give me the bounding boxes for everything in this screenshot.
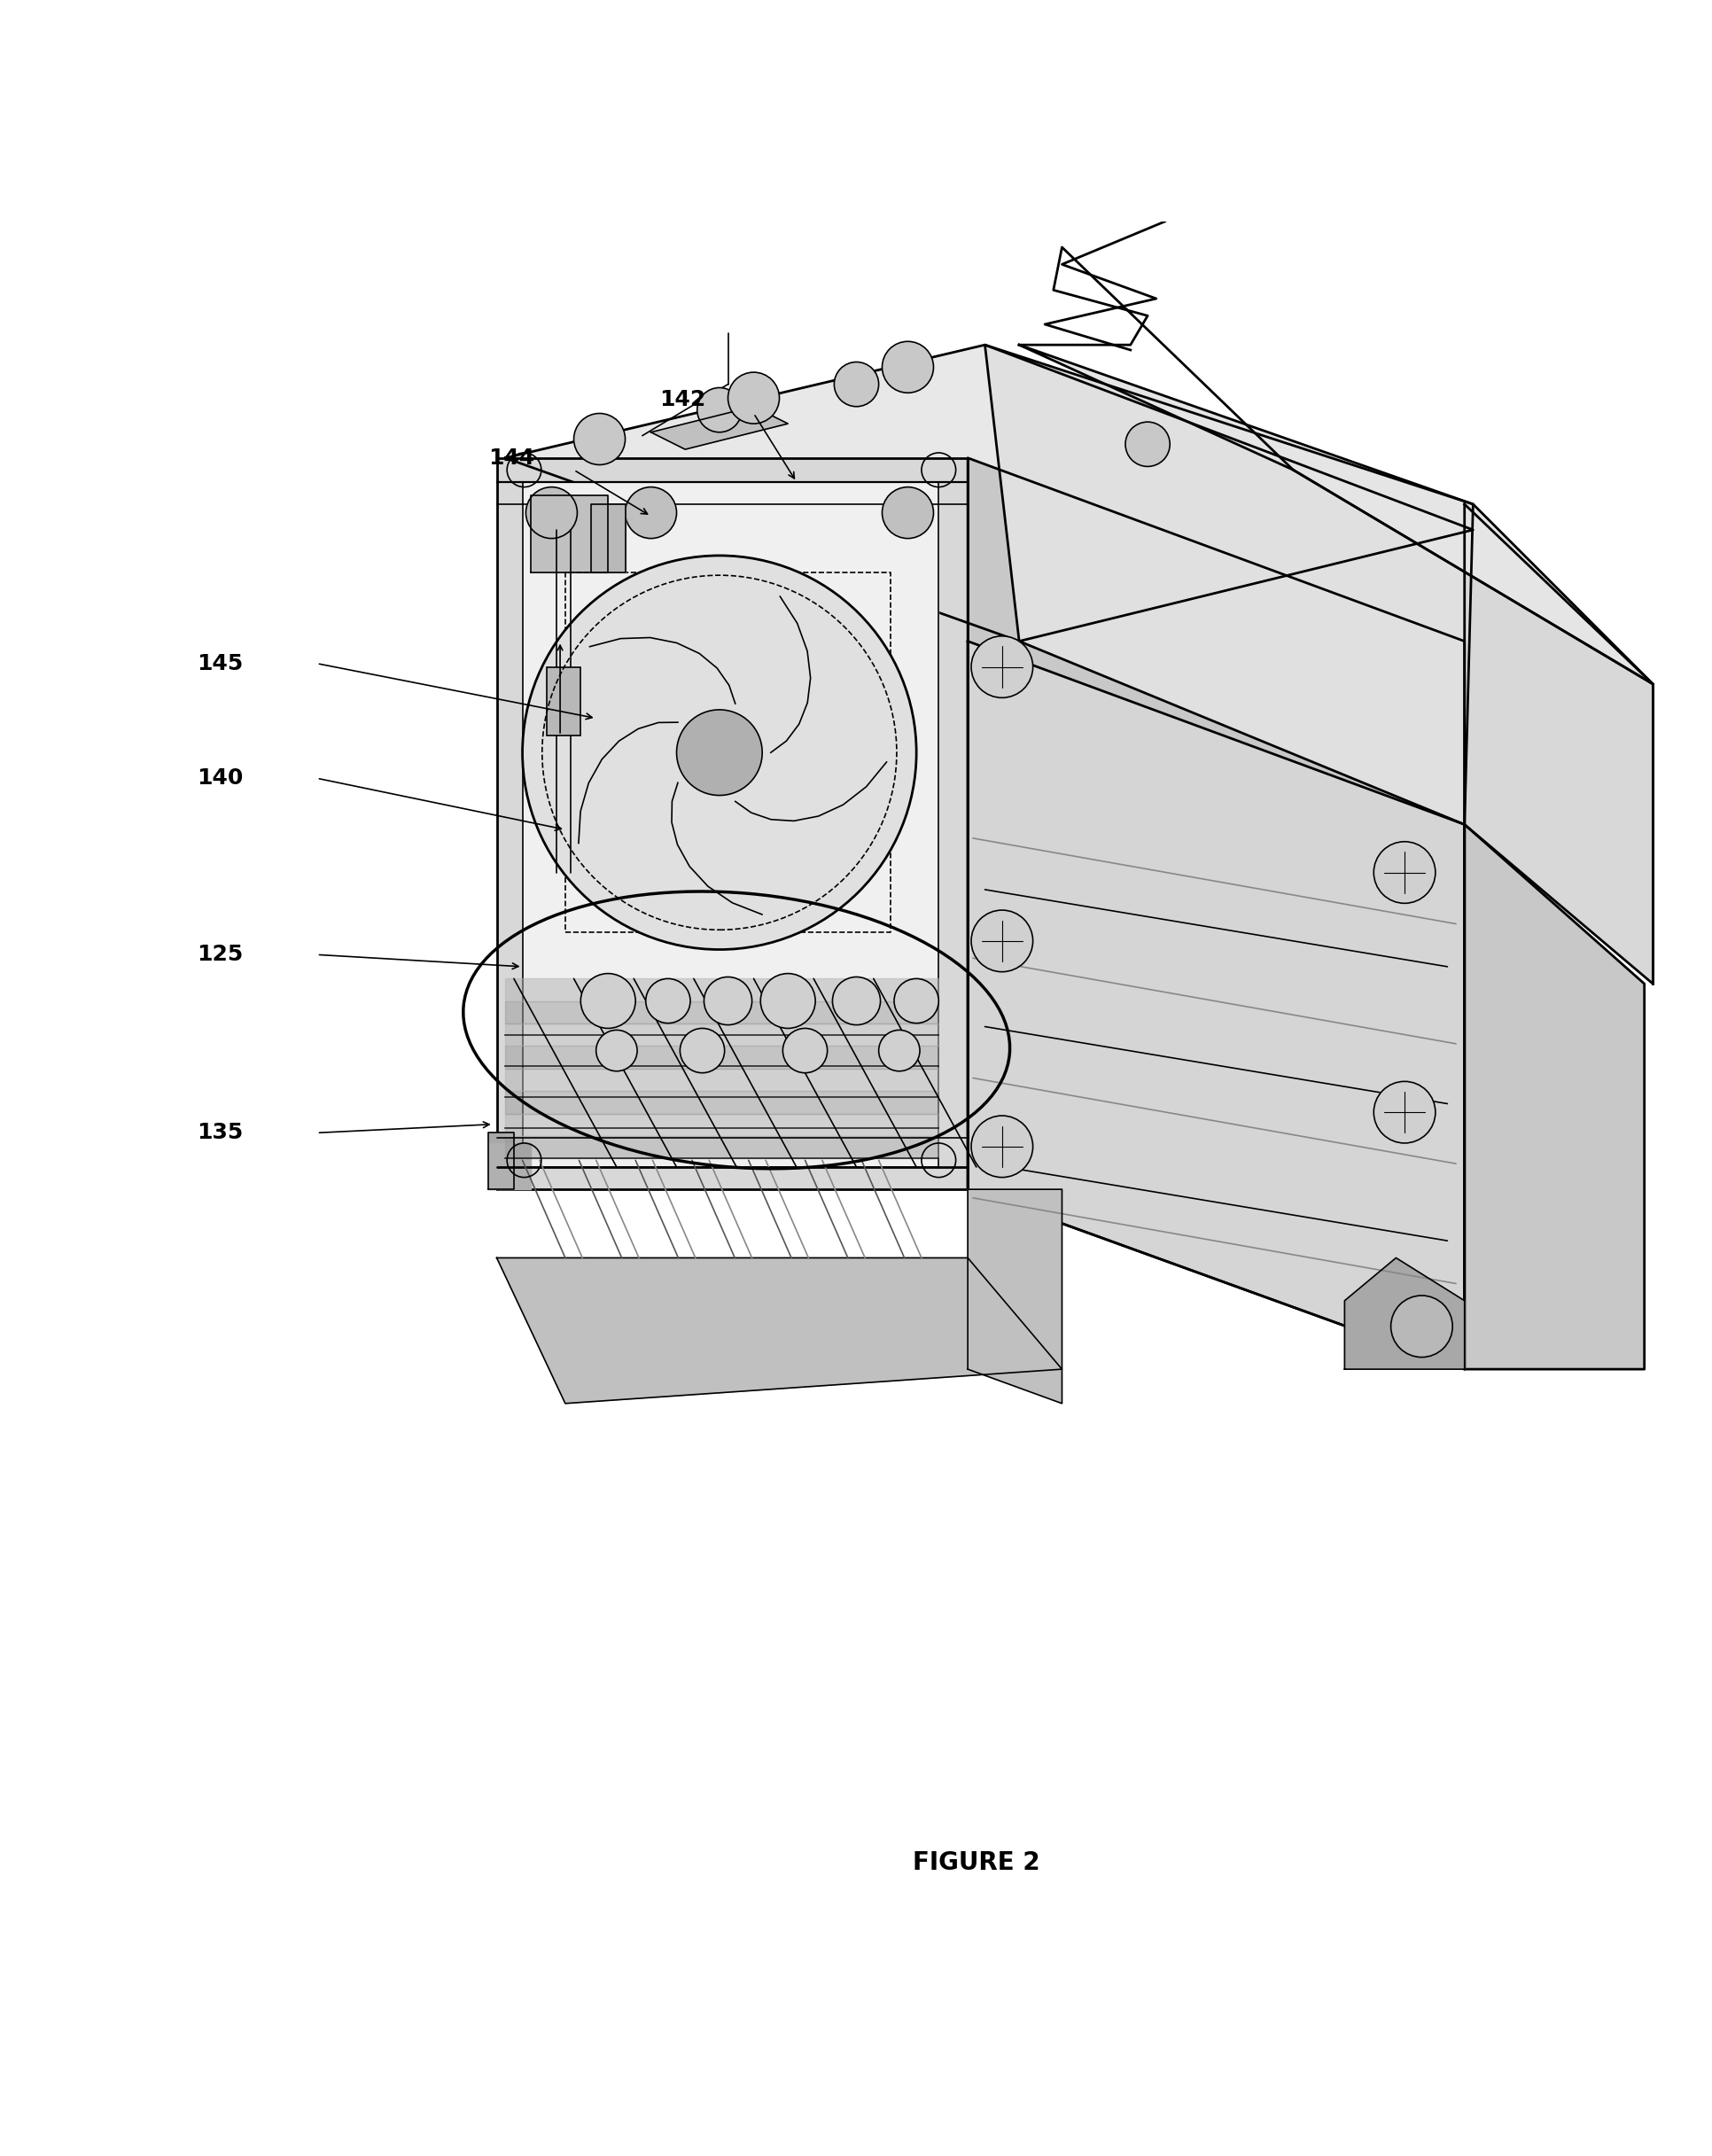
Circle shape	[894, 979, 938, 1024]
Circle shape	[882, 341, 933, 392]
Circle shape	[878, 1031, 919, 1072]
Circle shape	[1373, 1082, 1435, 1143]
Circle shape	[971, 910, 1032, 972]
Text: 135: 135	[197, 1121, 243, 1143]
Polygon shape	[967, 457, 1464, 1369]
Text: 142: 142	[659, 388, 705, 410]
Circle shape	[697, 388, 741, 431]
Polygon shape	[488, 1132, 514, 1190]
Polygon shape	[496, 1257, 1061, 1404]
Polygon shape	[522, 483, 938, 1166]
Circle shape	[1125, 423, 1169, 466]
Polygon shape	[1464, 824, 1644, 1369]
Text: 145: 145	[197, 653, 243, 675]
Bar	[546, 666, 580, 735]
Circle shape	[882, 487, 933, 539]
Circle shape	[676, 709, 762, 796]
Circle shape	[680, 1028, 724, 1074]
Text: 125: 125	[197, 944, 243, 966]
Circle shape	[704, 977, 752, 1024]
Circle shape	[832, 977, 880, 1024]
Polygon shape	[505, 345, 1472, 640]
Circle shape	[526, 487, 577, 539]
Polygon shape	[496, 457, 967, 1190]
Text: 140: 140	[197, 768, 243, 789]
Text: FIGURE 2: FIGURE 2	[912, 1850, 1039, 1876]
Polygon shape	[967, 640, 1464, 1369]
Circle shape	[1373, 841, 1435, 903]
Circle shape	[834, 362, 878, 407]
Polygon shape	[1344, 1257, 1464, 1369]
Circle shape	[1390, 1296, 1452, 1358]
Polygon shape	[967, 1190, 1061, 1404]
Text: 144: 144	[488, 446, 534, 468]
Circle shape	[580, 975, 635, 1028]
Circle shape	[645, 979, 690, 1024]
Polygon shape	[984, 345, 1472, 824]
Polygon shape	[488, 1143, 531, 1190]
Polygon shape	[531, 496, 608, 573]
Circle shape	[596, 1031, 637, 1072]
Circle shape	[574, 414, 625, 466]
Circle shape	[522, 556, 916, 949]
Polygon shape	[591, 505, 625, 573]
Polygon shape	[1019, 345, 1652, 683]
Polygon shape	[651, 407, 788, 448]
Circle shape	[782, 1028, 827, 1074]
Polygon shape	[1464, 505, 1652, 983]
Circle shape	[728, 373, 779, 425]
Circle shape	[971, 1115, 1032, 1177]
Circle shape	[760, 975, 815, 1028]
Circle shape	[625, 487, 676, 539]
Circle shape	[971, 636, 1032, 699]
